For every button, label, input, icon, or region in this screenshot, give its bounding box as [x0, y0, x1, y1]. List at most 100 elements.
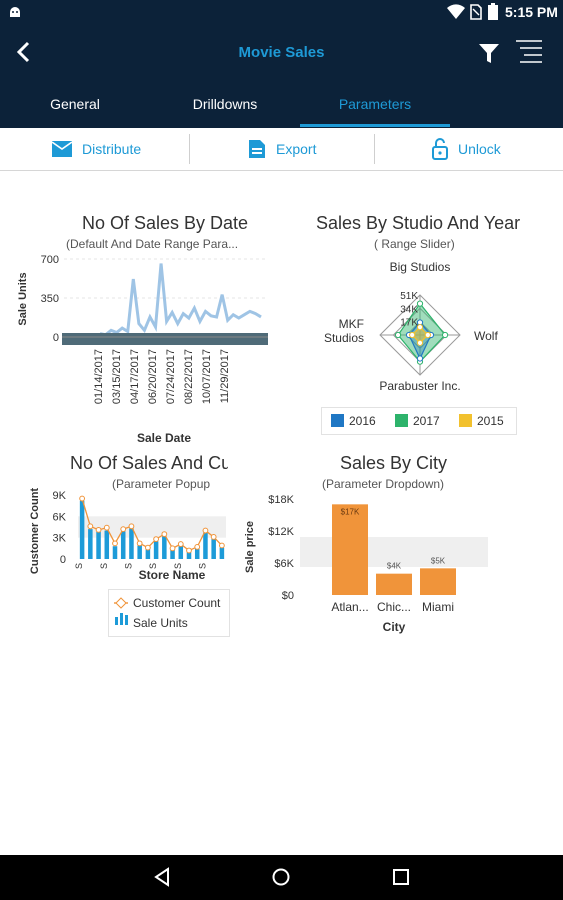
sales-by-date-chart[interactable]: 700 350 0 Sale Units 01/14/2017 03/15/2017 04/…: [10, 249, 275, 449]
no-sim-icon: [470, 4, 482, 25]
export-button[interactable]: Export: [248, 128, 316, 170]
back-button[interactable]: [12, 40, 36, 64]
city-bar: [332, 504, 368, 595]
radar-point: [416, 324, 424, 331]
unlock-button[interactable]: Unlock: [432, 128, 501, 170]
x-axis-label: Store Name: [139, 568, 206, 582]
x-tick-label: S: [197, 563, 207, 569]
customer-count-point: [177, 541, 184, 547]
customer-count-point: [120, 526, 127, 533]
y-axis-label: Sale Units: [17, 272, 29, 325]
legend-swatch: [331, 414, 344, 427]
triangle-back-icon: [154, 867, 169, 887]
legend-marker: [115, 597, 127, 609]
wifi-icon: [447, 4, 465, 25]
distribute-button[interactable]: Distribute: [52, 128, 141, 170]
customer-count-point: [161, 531, 168, 538]
chart-subtitle: (Parameter Dropdown): [322, 477, 445, 491]
toolbar-divider: [374, 134, 375, 164]
radar-ring-label: 17K: [400, 318, 418, 329]
status-time: 5:15 PM: [505, 4, 558, 20]
tab-drilldowns[interactable]: Drilldowns: [192, 96, 258, 112]
radar-point: [416, 300, 424, 307]
sale-units-bar: [129, 528, 134, 559]
nav-home-button[interactable]: [271, 867, 291, 892]
x-tick-label: 06/20/2017: [147, 349, 159, 404]
sale-units-bar: [153, 541, 159, 559]
legend-label: 2015: [477, 414, 504, 428]
customer-count-point: [144, 544, 151, 551]
radar-axis-label: MKF: [339, 317, 364, 331]
chart-subtitle: (Default And Date Range Para...: [66, 237, 239, 251]
radar-ring-label: 51K: [400, 291, 418, 302]
plot-band: [78, 516, 226, 538]
nav-back-button[interactable]: [152, 867, 172, 892]
sale-units-bar: [145, 549, 151, 559]
legend-bar-swatch: [120, 613, 123, 625]
customer-count-point: [128, 523, 135, 530]
x-tick-label: Miami: [422, 600, 454, 614]
mail-icon: [52, 141, 72, 157]
radar-axis-label: Parabuster Inc.: [379, 379, 460, 393]
unlock-icon: [432, 138, 448, 160]
chart-title: Sales By Studio And Year: [316, 213, 521, 233]
nav-recents-button[interactable]: [392, 868, 410, 891]
tab-parameters[interactable]: Parameters: [338, 96, 412, 112]
y-axis-label: Customer Count: [29, 488, 41, 575]
x-tick-label: Atlan...: [331, 600, 368, 614]
filter-button[interactable]: [477, 41, 501, 65]
x-tick-label: S: [173, 563, 183, 569]
y-tick-label: 6K: [53, 511, 67, 523]
y-tick-label: 700: [41, 254, 59, 266]
radar-point: [409, 331, 416, 339]
app-bar: Movie Sales General Drilldowns Parameter…: [0, 24, 563, 128]
status-bar: 5:15 PM: [0, 0, 563, 24]
legend-label: 2017: [413, 414, 440, 428]
sale-units-bar: [137, 545, 142, 559]
x-tick-label: 08/22/2017: [183, 349, 195, 404]
customer-count-point: [153, 536, 160, 542]
x-tick-label: S: [74, 563, 84, 569]
filter-icon: [479, 44, 499, 63]
x-axis-label: Sale Date: [137, 431, 191, 445]
legend-label: 2016: [349, 414, 376, 428]
sale-units-bar: [96, 531, 101, 559]
y-tick-label: $0: [282, 590, 294, 602]
chart-legend: [108, 589, 230, 637]
battery-icon: [488, 3, 498, 25]
customer-count-point: [202, 527, 209, 534]
back-arrow-icon: [16, 41, 30, 63]
legend-bar-swatch: [125, 615, 128, 625]
chart-title: No Of Sales And Cu: [70, 453, 228, 473]
tab-general[interactable]: General: [50, 96, 100, 112]
export-label: Export: [276, 141, 317, 157]
radar-axis-label: Big Studios: [390, 260, 451, 274]
menu-button[interactable]: [514, 38, 544, 66]
android-icon: [8, 5, 22, 24]
sale-units-bar: [104, 530, 110, 559]
customer-count-point: [218, 542, 225, 549]
chart-subtitle: ( Range Slider): [374, 237, 455, 251]
radar-axis-label: Studios: [324, 331, 364, 345]
active-tab-indicator: [300, 124, 450, 127]
radar-point: [416, 339, 424, 346]
page-title: Movie Sales: [238, 44, 325, 61]
menu-icon: [516, 40, 542, 63]
radar-legend: 2016 2017 2015: [331, 414, 504, 428]
sales-by-city-chart[interactable]: $18K $12K $6K $0 Sale price $17K Atlan... $4K Ch…: [238, 483, 498, 643]
range-slider-track: [62, 333, 268, 345]
sale-units-bar: [170, 549, 175, 559]
chart-title: No Of Sales By Date: [82, 213, 249, 233]
bar-data-label: $4K: [387, 562, 402, 571]
sale-units-bar: [219, 547, 225, 559]
y-tick-label: 0: [53, 332, 59, 344]
customer-count-point: [79, 495, 86, 502]
radar-point: [441, 331, 449, 339]
legend-label: Sale Units: [133, 616, 188, 630]
customer-count-point: [95, 526, 102, 533]
recents-square-icon: [393, 869, 409, 885]
sales-by-studio-radar-chart[interactable]: 51K 34K 17K Big Studios Wolf Parabuster Inc. M…: [300, 255, 540, 440]
sale-units-bar: [194, 548, 200, 559]
radar-point: [424, 331, 431, 339]
